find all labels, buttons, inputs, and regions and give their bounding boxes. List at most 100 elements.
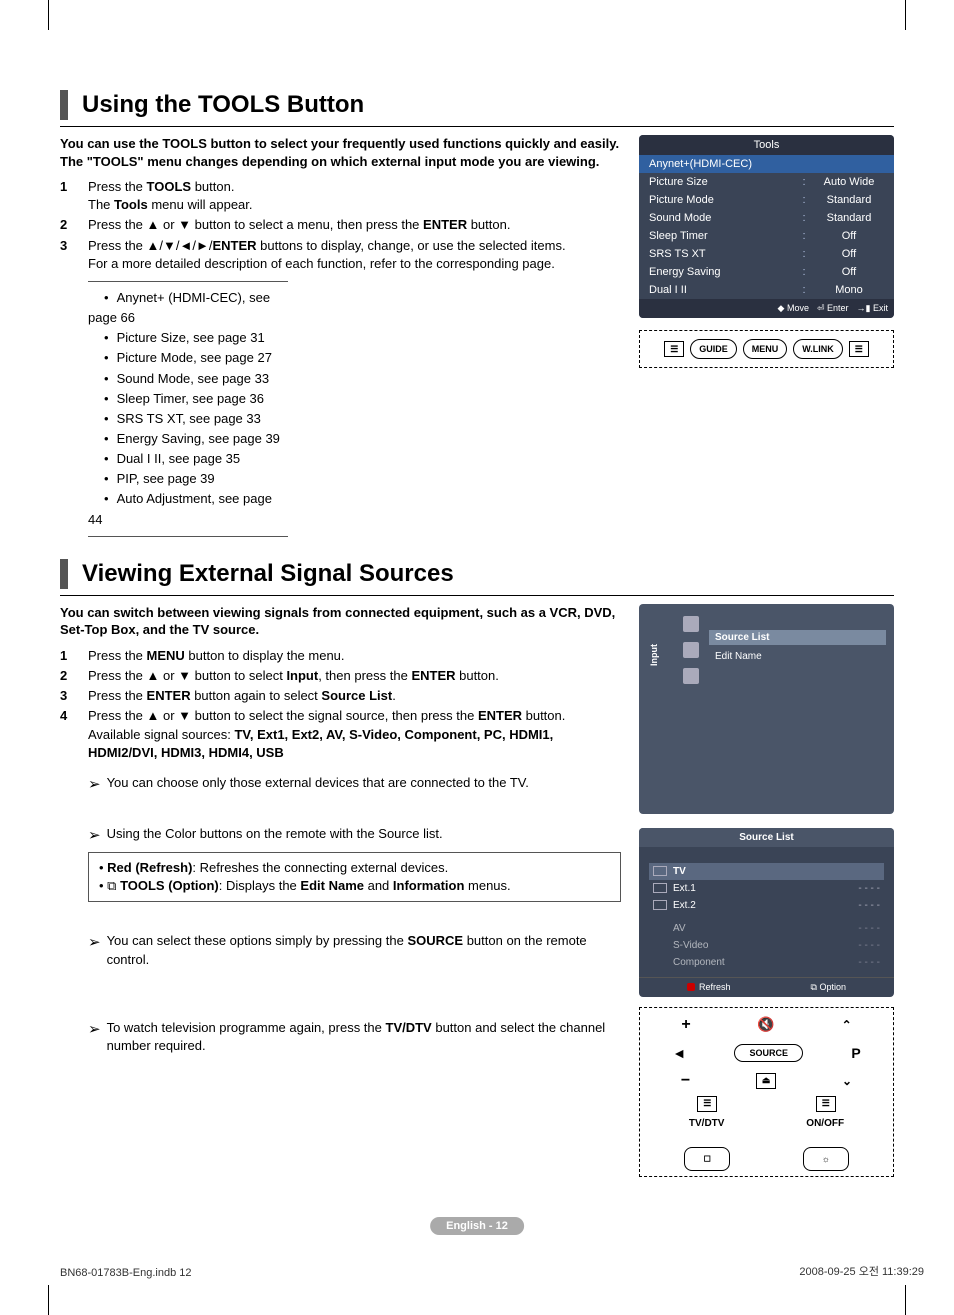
osd-row: Picture Mode:Standard	[639, 191, 894, 209]
note: ➢You can select these options simply by …	[88, 932, 621, 968]
osd-row: SRS TS XT:Off	[639, 245, 894, 263]
ref-item: Auto Adjustment, see page 44	[88, 489, 288, 529]
footer-timestamp: 2008-09-25 오전 11:39:29	[799, 1263, 924, 1279]
menu-item: Edit Name	[709, 649, 886, 664]
menu-icon	[683, 642, 699, 658]
crop-mark	[905, 0, 906, 30]
remote-icon: ☰	[697, 1096, 717, 1112]
ref-item: SRS TS XT, see page 33	[88, 409, 288, 429]
step-number: 2	[60, 667, 88, 685]
note: ➢You can choose only those external devi…	[88, 774, 621, 795]
menu-item: Source List	[709, 630, 886, 645]
guide-button: GUIDE	[690, 339, 737, 359]
step-number: 1	[60, 647, 88, 665]
osd-row: Sleep Timer:Off	[639, 227, 894, 245]
source-row: S-Video- - - -	[649, 937, 884, 954]
plus-icon: +	[681, 1016, 690, 1034]
osd-row: Dual I II:Mono	[639, 281, 894, 299]
osd-title: Tools	[639, 135, 894, 155]
red-dot-icon	[687, 983, 695, 991]
source-row: Component- - - -	[649, 954, 884, 971]
page: Using the TOOLS Button You can use the T…	[0, 0, 954, 1315]
step-text: Press the ▲ or ▼ button to select the si…	[88, 707, 621, 762]
step-text: Press the ENTER button again to select S…	[88, 687, 621, 705]
page-number: English - 12	[430, 1217, 524, 1235]
crop-mark	[48, 0, 49, 30]
source-row: TV	[649, 863, 884, 880]
step-number: 2	[60, 216, 88, 234]
remote-icon: ☰	[849, 341, 869, 357]
step-number: 1	[60, 178, 88, 214]
crop-mark	[905, 1285, 906, 1315]
section-sources: Viewing External Signal Sources You can …	[60, 559, 894, 1177]
title-bar	[60, 90, 68, 120]
crop-mark	[48, 1285, 49, 1315]
osd-row: Anynet+(HDMI-CEC)	[639, 155, 894, 173]
section-title: Using the TOOLS Button	[82, 91, 364, 119]
source-row: Ext.2- - - -	[649, 897, 884, 914]
mute-icon: 🔇	[757, 1016, 774, 1033]
step-text: Press the ▲ or ▼ button to select a menu…	[88, 216, 621, 234]
title-bar	[60, 559, 68, 589]
osd-row: Energy Saving:Off	[639, 263, 894, 281]
menu-button: MENU	[743, 339, 788, 359]
source-icon	[653, 883, 667, 893]
p-label: P	[851, 1045, 860, 1061]
section-tools: Using the TOOLS Button You can use the T…	[60, 90, 894, 537]
source-row: AV- - - -	[649, 920, 884, 937]
note: ➢To watch television programme again, pr…	[88, 1019, 621, 1055]
minus-icon: −	[681, 1072, 690, 1090]
section-title: Viewing External Signal Sources	[82, 560, 454, 588]
ref-item: Dual I II, see page 35	[88, 449, 288, 469]
left-icon: ◄	[672, 1045, 686, 1061]
ref-item: Picture Mode, see page 27	[88, 348, 288, 368]
menu-side-label: Input	[649, 646, 659, 666]
source-row: Ext.1- - - -	[649, 880, 884, 897]
source-list-panel: Source List TV Ext.1- - - - Ext.2- - - -…	[639, 828, 894, 997]
intro-text: You can use the TOOLS button to select y…	[60, 135, 621, 170]
ref-item: Sound Mode, see page 33	[88, 369, 288, 389]
panel-footer: Refresh ⧉ Option	[639, 977, 894, 997]
onoff-button: ☼	[803, 1147, 849, 1171]
source-icon	[653, 900, 667, 910]
menu-icon	[683, 616, 699, 632]
osd-row: Sound Mode:Standard	[639, 209, 894, 227]
intro-text: You can switch between viewing signals f…	[60, 604, 621, 639]
chevron-up-icon: ⌃	[842, 1018, 852, 1032]
step-text: Press the TOOLS button.The Tools menu wi…	[88, 178, 621, 214]
remote-icon: ☰	[816, 1096, 836, 1112]
menu-panel: Input Source List Edit Name	[639, 604, 894, 814]
tvdtv-label: TV/DTV	[689, 1118, 725, 1129]
ref-item: Anynet+ (HDMI-CEC), see page 66	[88, 288, 288, 328]
ref-item: Sleep Timer, see page 36	[88, 389, 288, 409]
osd-row: Picture Size:Auto Wide	[639, 173, 894, 191]
step-number: 3	[60, 237, 88, 273]
footer-filename: BN68-01783B-Eng.indb 12	[60, 1267, 191, 1279]
reference-list: Anynet+ (HDMI-CEC), see page 66 Picture …	[88, 281, 288, 537]
remote-icon: ☰	[664, 341, 684, 357]
step-text: Press the ▲ or ▼ button to select Input,…	[88, 667, 621, 685]
note-arrow-icon: ➢	[88, 932, 101, 968]
remote-diagram: + 🔇 ⌃ ◄ SOURCE P − ⏏ ⌄ ☰	[639, 1007, 894, 1177]
remote-diagram: ☰ GUIDE MENU W.LINK ☰	[639, 330, 894, 368]
note-arrow-icon: ➢	[88, 1019, 101, 1055]
note-arrow-icon: ➢	[88, 825, 101, 846]
step-number: 3	[60, 687, 88, 705]
menu-icon	[683, 668, 699, 684]
remote-icon: ⏏	[756, 1073, 776, 1089]
note-arrow-icon: ➢	[88, 774, 101, 795]
info-box: • Red (Refresh): Refreshes the connectin…	[88, 852, 621, 902]
panel-title: Source List	[639, 828, 894, 847]
ref-item: PIP, see page 39	[88, 469, 288, 489]
chevron-down-icon: ⌄	[842, 1074, 852, 1088]
tools-osd: Tools Anynet+(HDMI-CEC) Picture Size:Aut…	[639, 135, 894, 318]
step-text: Press the ▲/▼/◄/►/ENTER buttons to displ…	[88, 237, 621, 273]
wlink-button: W.LINK	[793, 339, 843, 359]
osd-footer: ◆ Move⏎ Enter→▮ Exit	[639, 299, 894, 318]
onoff-label: ON/OFF	[806, 1118, 844, 1129]
ref-item: Energy Saving, see page 39	[88, 429, 288, 449]
step-number: 4	[60, 707, 88, 762]
step-text: Press the MENU button to display the men…	[88, 647, 621, 665]
tv-icon	[653, 866, 667, 876]
source-button: SOURCE	[734, 1044, 803, 1062]
